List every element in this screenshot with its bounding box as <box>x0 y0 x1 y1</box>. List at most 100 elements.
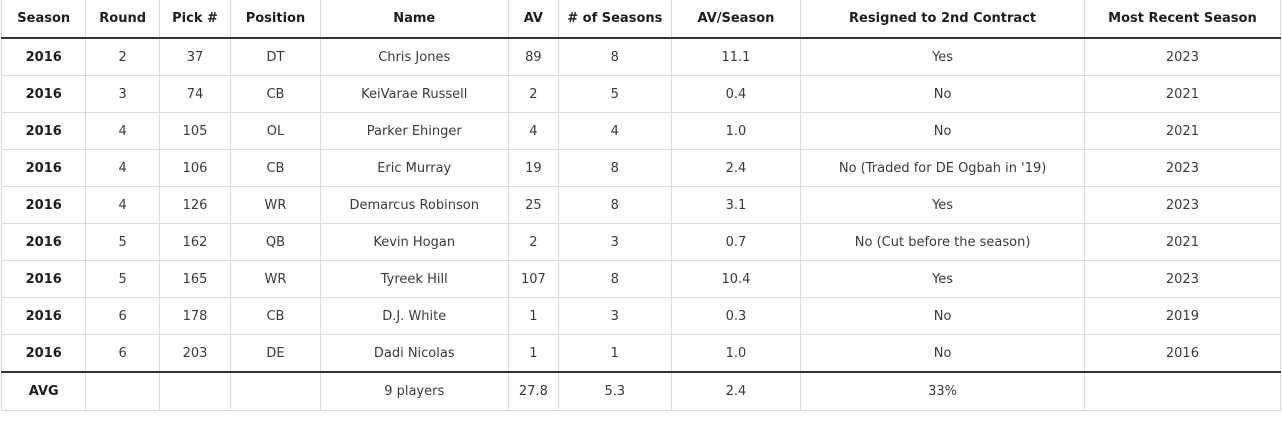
season-cell: 2016 <box>0 186 87 224</box>
average-row: AVG 9 players 27.8 5.3 2.4 33% <box>0 371 1282 411</box>
name-cell: D.J. White <box>319 297 509 335</box>
footer-avg-av: 27.8 <box>507 371 560 411</box>
round-cell: 4 <box>85 112 160 150</box>
position-cell: CB <box>230 75 321 113</box>
position-cell: CB <box>230 149 321 187</box>
footer-cell <box>158 371 232 411</box>
seasons-count-cell: 8 <box>558 149 672 187</box>
header-season: Season <box>0 0 87 39</box>
table-header: Season Round Pick # Position Name AV # o… <box>0 0 1282 39</box>
pick-cell: 105 <box>158 112 232 150</box>
header-name: Name <box>319 0 509 39</box>
position-cell: DE <box>230 334 321 373</box>
table-row: 2016 4 106 CB Eric Murray 19 8 2.4 No (Traded fo… <box>0 149 1282 187</box>
av-cell: 107 <box>507 260 560 298</box>
av-cell: 25 <box>507 186 560 224</box>
av-cell: 1 <box>507 297 560 335</box>
season-cell: 2016 <box>0 297 87 335</box>
round-cell: 3 <box>85 75 160 113</box>
round-cell: 4 <box>85 149 160 187</box>
season-cell: 2016 <box>0 223 87 261</box>
av-per-season-cell: 10.4 <box>670 260 802 298</box>
footer-resigned-rate: 33% <box>800 371 1085 411</box>
resigned-cell: Yes <box>800 37 1085 76</box>
av-per-season-cell: 1.0 <box>670 112 802 150</box>
av-cell: 19 <box>507 149 560 187</box>
table-row: 2016 6 203 DE Dadi Nicolas 1 1 1.0 No 2016 <box>0 334 1282 373</box>
most-recent-season-cell: 2021 <box>1083 223 1282 261</box>
footer-cell <box>85 371 160 411</box>
season-cell: 2016 <box>0 75 87 113</box>
most-recent-season-cell: 2023 <box>1083 186 1282 224</box>
table-body: 2016 2 37 DT Chris Jones 89 8 11.1 Yes 2023 2016 3 7… <box>0 37 1282 373</box>
name-cell: Kevin Hogan <box>319 223 509 261</box>
header-seasons-count: # of Seasons <box>558 0 672 39</box>
footer-cell <box>230 371 321 411</box>
table-row: 2016 4 105 OL Parker Ehinger 4 4 1.0 No 2021 <box>0 112 1282 150</box>
av-cell: 1 <box>507 334 560 373</box>
resigned-cell: No <box>800 75 1085 113</box>
seasons-count-cell: 3 <box>558 297 672 335</box>
pick-cell: 165 <box>158 260 232 298</box>
av-per-season-cell: 1.0 <box>670 334 802 373</box>
position-cell: QB <box>230 223 321 261</box>
seasons-count-cell: 4 <box>558 112 672 150</box>
av-cell: 2 <box>507 223 560 261</box>
name-cell: Chris Jones <box>319 37 509 76</box>
seasons-count-cell: 8 <box>558 260 672 298</box>
pick-cell: 126 <box>158 186 232 224</box>
av-cell: 2 <box>507 75 560 113</box>
round-cell: 6 <box>85 297 160 335</box>
resigned-cell: No <box>800 297 1085 335</box>
table-footer: AVG 9 players 27.8 5.3 2.4 33% <box>0 371 1282 411</box>
position-cell: OL <box>230 112 321 150</box>
name-cell: Eric Murray <box>319 149 509 187</box>
header-av: AV <box>507 0 560 39</box>
name-cell: Demarcus Robinson <box>319 186 509 224</box>
season-cell: 2016 <box>0 149 87 187</box>
most-recent-season-cell: 2019 <box>1083 297 1282 335</box>
av-per-season-cell: 0.7 <box>670 223 802 261</box>
table-row: 2016 5 162 QB Kevin Hogan 2 3 0.7 No (Cut before… <box>0 223 1282 261</box>
season-cell: 2016 <box>0 112 87 150</box>
seasons-count-cell: 8 <box>558 186 672 224</box>
draft-table: Season Round Pick # Position Name AV # o… <box>0 0 1282 411</box>
name-cell: Parker Ehinger <box>319 112 509 150</box>
name-cell: KeiVarae Russell <box>319 75 509 113</box>
header-av-per-season: AV/Season <box>670 0 802 39</box>
seasons-count-cell: 1 <box>558 334 672 373</box>
name-cell: Dadi Nicolas <box>319 334 509 373</box>
seasons-count-cell: 3 <box>558 223 672 261</box>
round-cell: 6 <box>85 334 160 373</box>
pick-cell: 106 <box>158 149 232 187</box>
seasons-count-cell: 5 <box>558 75 672 113</box>
most-recent-season-cell: 2021 <box>1083 75 1282 113</box>
header-position: Position <box>230 0 321 39</box>
table-row: 2016 6 178 CB D.J. White 1 3 0.3 No 2019 <box>0 297 1282 335</box>
resigned-cell: No (Cut before the season) <box>800 223 1085 261</box>
season-cell: 2016 <box>0 37 87 76</box>
round-cell: 2 <box>85 37 160 76</box>
header-most-recent-season: Most Recent Season <box>1083 0 1282 39</box>
resigned-cell: No <box>800 112 1085 150</box>
header-resigned: Resigned to 2nd Contract <box>800 0 1085 39</box>
header-round: Round <box>85 0 160 39</box>
table-row: 2016 5 165 WR Tyreek Hill 107 8 10.4 Yes 2023 <box>0 260 1282 298</box>
season-cell: 2016 <box>0 260 87 298</box>
round-cell: 5 <box>85 260 160 298</box>
resigned-cell: Yes <box>800 186 1085 224</box>
seasons-count-cell: 8 <box>558 37 672 76</box>
name-cell: Tyreek Hill <box>319 260 509 298</box>
position-cell: WR <box>230 186 321 224</box>
most-recent-season-cell: 2023 <box>1083 37 1282 76</box>
av-per-season-cell: 0.4 <box>670 75 802 113</box>
resigned-cell: No <box>800 334 1085 373</box>
av-per-season-cell: 3.1 <box>670 186 802 224</box>
position-cell: WR <box>230 260 321 298</box>
av-per-season-cell: 11.1 <box>670 37 802 76</box>
round-cell: 4 <box>85 186 160 224</box>
av-per-season-cell: 0.3 <box>670 297 802 335</box>
pick-cell: 203 <box>158 334 232 373</box>
pick-cell: 178 <box>158 297 232 335</box>
av-cell: 89 <box>507 37 560 76</box>
